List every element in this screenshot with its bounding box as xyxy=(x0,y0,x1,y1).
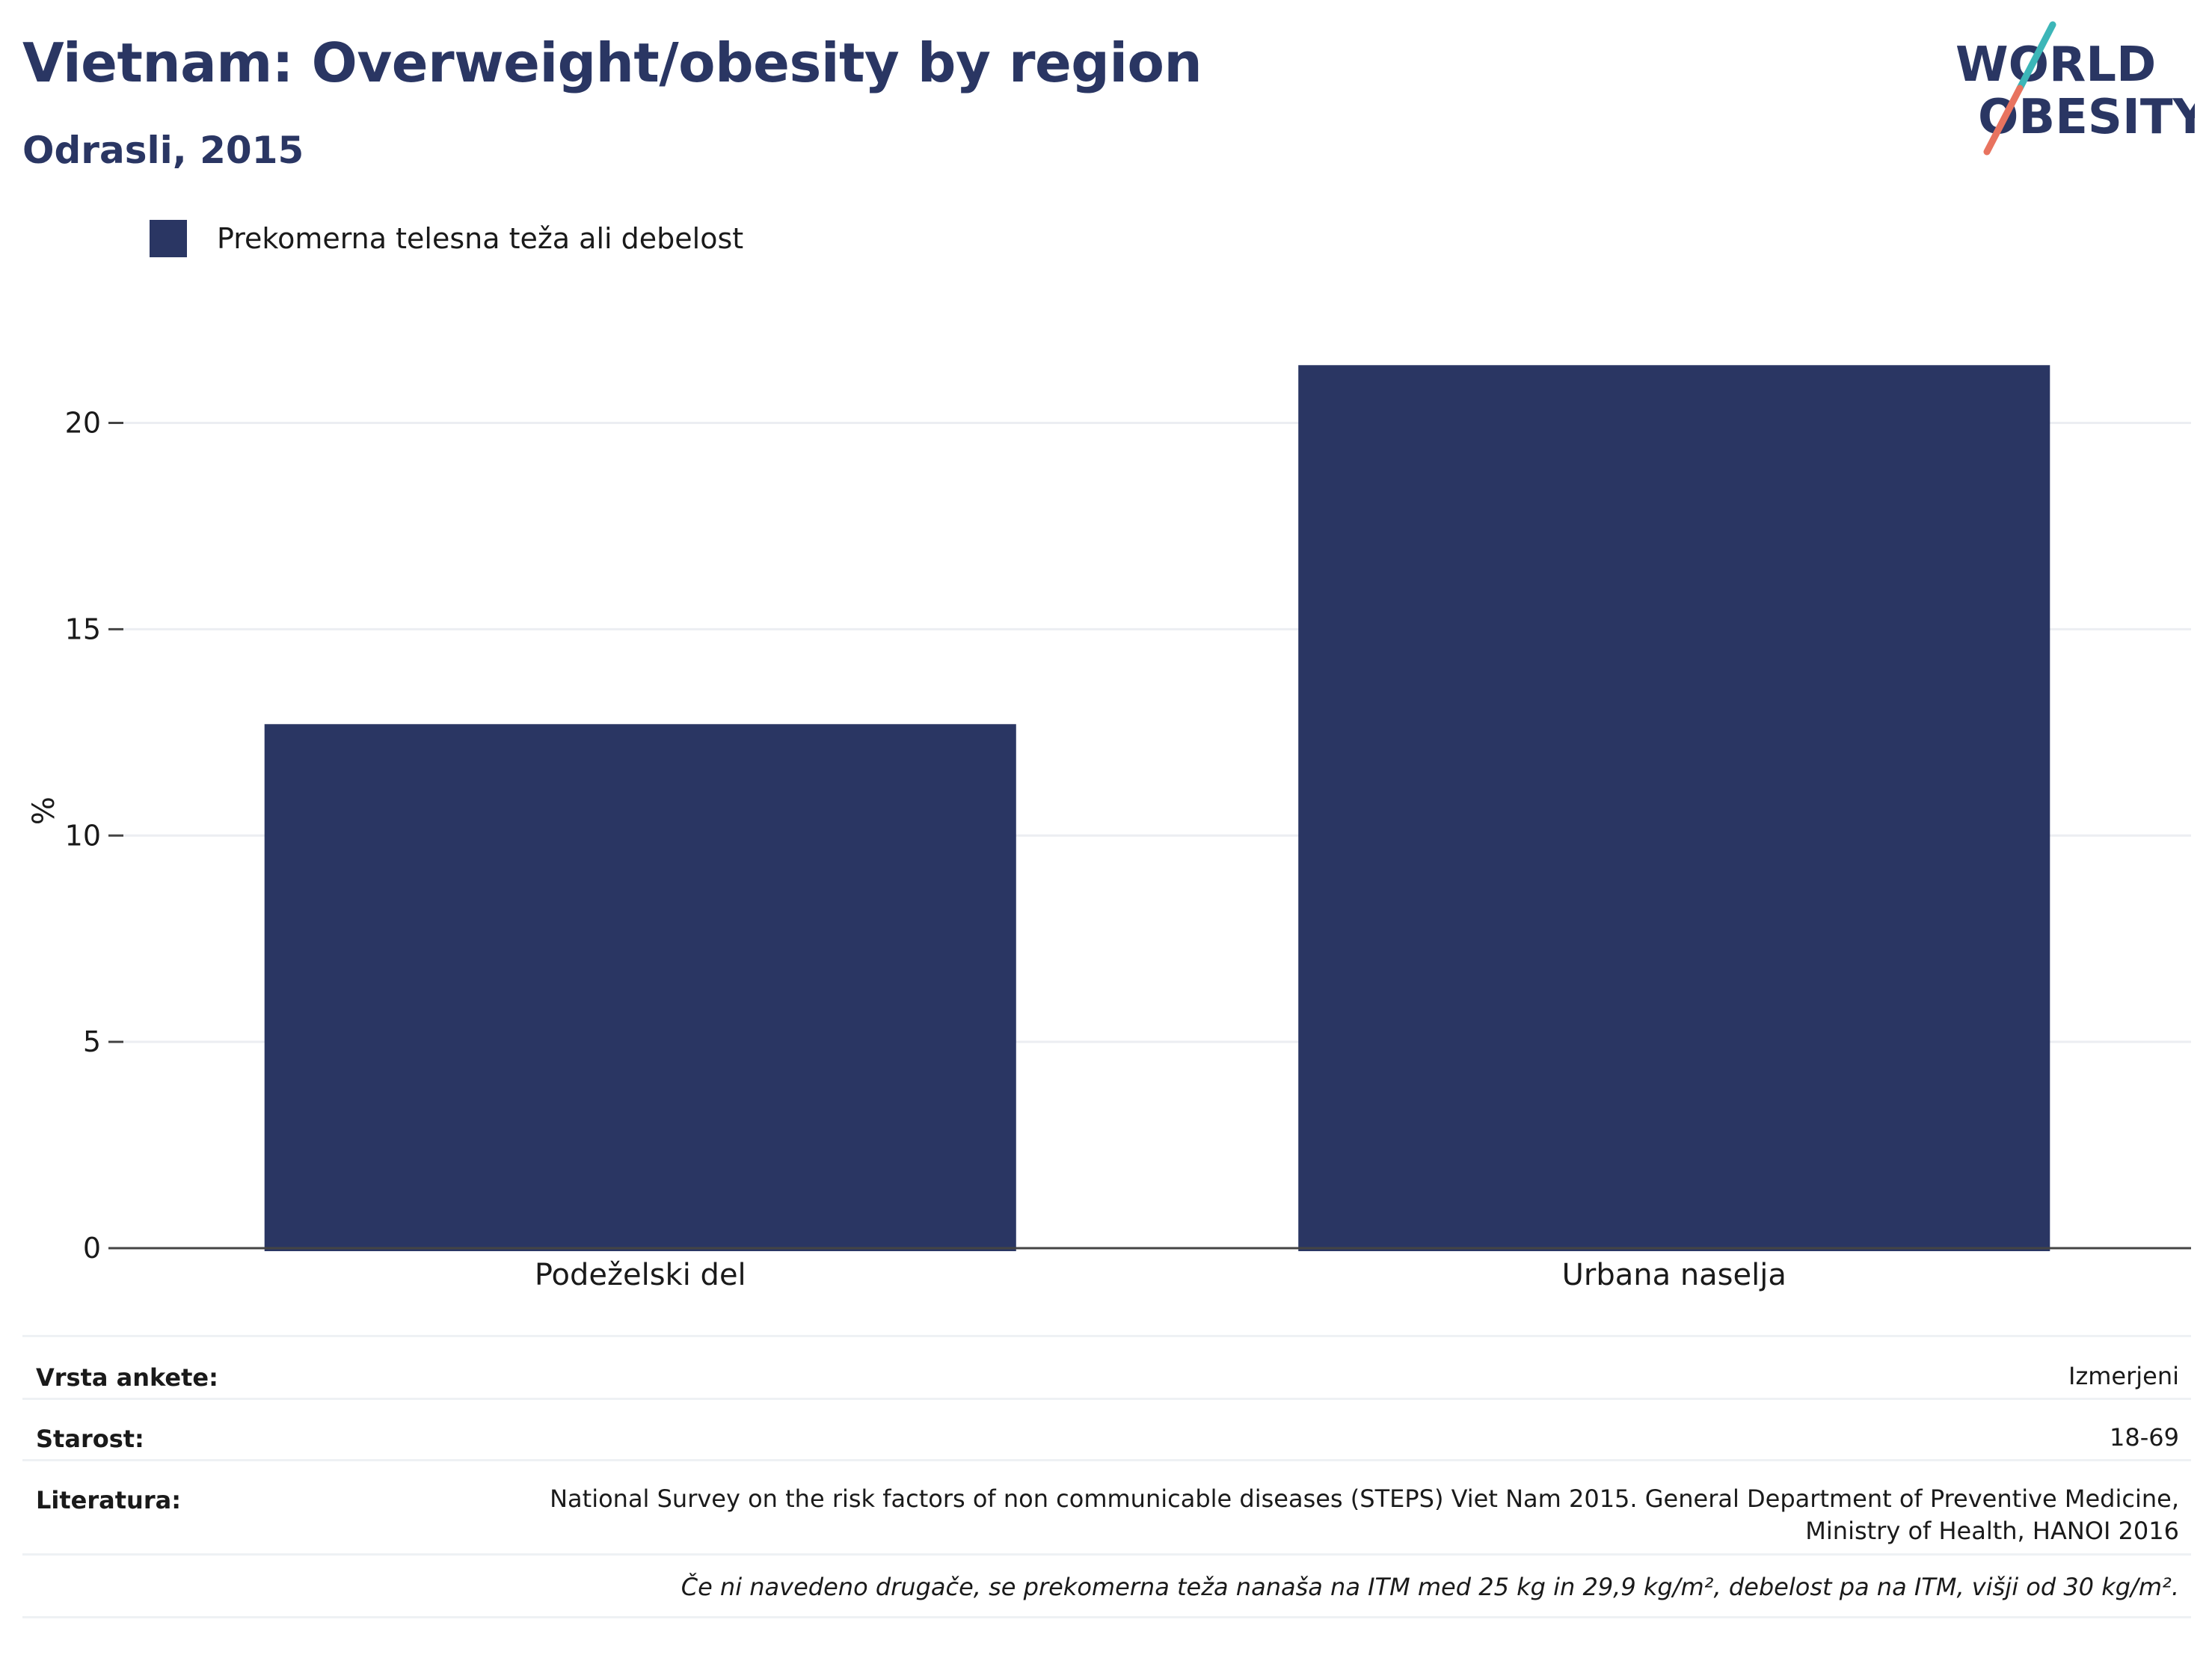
y-tick-label: 20 xyxy=(65,407,101,440)
info-divider xyxy=(22,1335,2191,1337)
info-divider xyxy=(22,1398,2191,1400)
logo-word-2: OBESITY xyxy=(1978,90,2195,145)
info-divider xyxy=(22,1459,2191,1461)
y-axis-label: % xyxy=(27,796,61,825)
y-tick-label: 10 xyxy=(65,819,101,852)
bar xyxy=(264,724,1016,1251)
survey-type-label: Vrsta ankete: xyxy=(36,1363,218,1392)
logo-slash-teal xyxy=(2016,21,2056,92)
y-tick-label: 15 xyxy=(65,612,101,645)
y-tick-label: 5 xyxy=(83,1025,101,1058)
x-tick-label: Podeželski del xyxy=(535,1258,746,1292)
age-label: Starost: xyxy=(36,1425,144,1453)
survey-type-value: Izmerjeni xyxy=(2068,1362,2179,1390)
bar-chart: 0 5 10 15 20% Podeželski del Urbana naselja xyxy=(27,365,2191,1292)
y-tick-label: 0 xyxy=(83,1232,101,1265)
chart-legend: Prekomerna telesna teža ali debelost xyxy=(150,220,743,257)
logo-slash-coral xyxy=(1983,85,2024,156)
age-value: 18-69 xyxy=(2110,1423,2179,1452)
info-divider xyxy=(22,1553,2191,1556)
logo-word-1: WORLD xyxy=(1956,37,2156,93)
world-obesity-logo: WORLD OBESITY xyxy=(1956,21,2195,156)
chart-title: Vietnam: Overweight/obesity by region xyxy=(22,31,1202,94)
bar xyxy=(1298,365,2050,1251)
reference-line-2: Ministry of Health, HANOI 2016 xyxy=(1805,1517,2179,1545)
info-divider xyxy=(22,1616,2191,1618)
legend-label: Prekomerna telesna teža ali debelost xyxy=(217,222,744,255)
chart-subtitle: Odrasli, 2015 xyxy=(22,129,304,172)
reference-line-1: National Survey on the risk factors of n… xyxy=(550,1484,2179,1513)
definition-note: Če ni navedeno drugače, se prekomerna te… xyxy=(681,1573,2179,1601)
reference-label: Literatura: xyxy=(36,1486,181,1514)
legend-swatch xyxy=(150,220,187,257)
x-tick-label: Urbana naselja xyxy=(1562,1258,1787,1292)
